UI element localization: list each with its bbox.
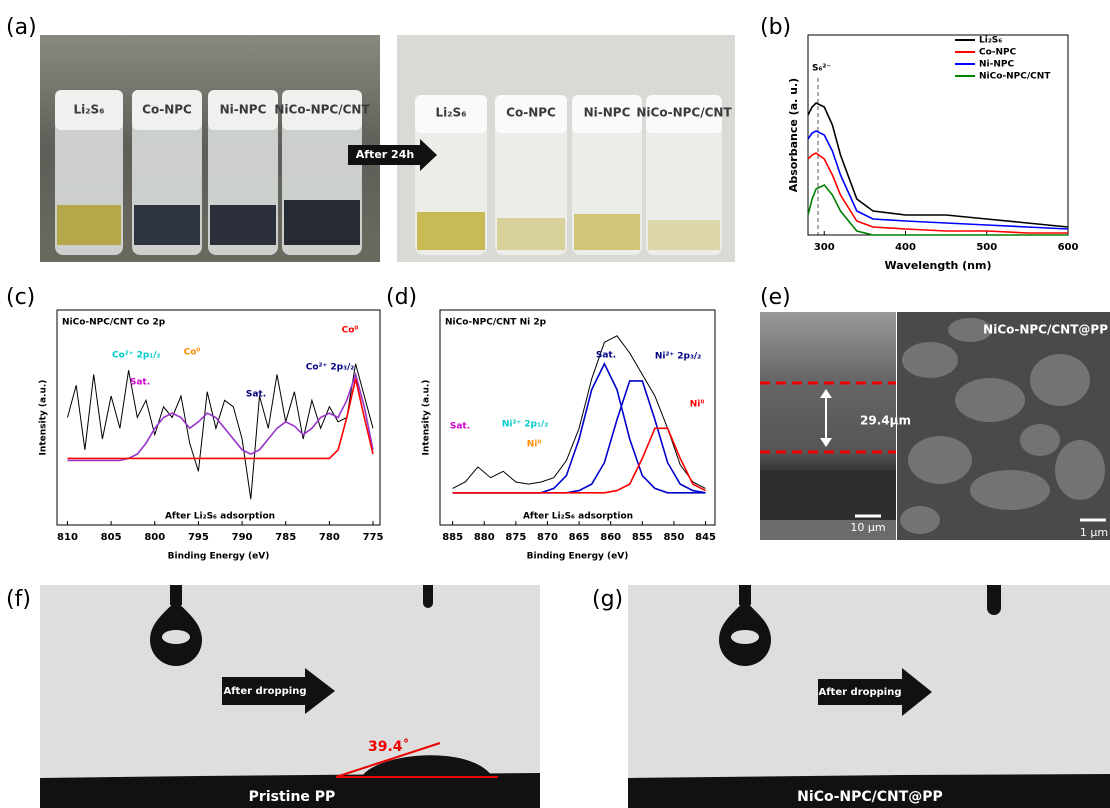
contact-angle-image bbox=[628, 585, 1110, 808]
annotation: After Li₂S₆ adsorption bbox=[165, 512, 275, 522]
panel-label: (g) bbox=[592, 587, 623, 612]
vial-label: Ni-NPC bbox=[584, 106, 631, 120]
series-line bbox=[452, 335, 706, 489]
y-axis-label: Intensity (a.u.) bbox=[422, 380, 432, 456]
plot-frame bbox=[439, 309, 716, 526]
y-axis-label: Absorbance (a. u.) bbox=[787, 78, 800, 192]
annotation: Sat. bbox=[596, 351, 616, 361]
arrow bbox=[348, 139, 437, 171]
scale-label: 1 μm bbox=[1080, 526, 1108, 539]
x-tick-label: 500 bbox=[976, 242, 997, 253]
x-tick-label: 880 bbox=[474, 532, 495, 543]
series-line bbox=[807, 130, 1069, 230]
chart-title: NiCo-NPC/CNT Co 2p bbox=[62, 318, 166, 328]
series-line bbox=[452, 427, 706, 494]
plot-frame bbox=[56, 309, 381, 526]
legend-label: NiCo-NPC/CNT bbox=[979, 72, 1051, 82]
vial-label: Co-NPC bbox=[506, 106, 556, 120]
series-line bbox=[807, 152, 1068, 234]
x-tick-label: 805 bbox=[101, 532, 122, 543]
x-axis-label: Wavelength (nm) bbox=[885, 259, 992, 272]
x-tick-label: 800 bbox=[144, 532, 165, 543]
angle-label: 39.4˚ bbox=[368, 738, 410, 755]
annotation: Ni⁰ bbox=[527, 440, 542, 450]
x-tick-label: 810 bbox=[57, 532, 78, 543]
x-axis-label: Binding Energy (eV) bbox=[168, 552, 270, 562]
x-tick-label: 785 bbox=[275, 532, 296, 543]
x-tick-label: 865 bbox=[569, 532, 590, 543]
image-title: NiCo-NPC/CNT@PP bbox=[983, 323, 1108, 337]
annotation: After Li₂S₆ adsorption bbox=[523, 512, 633, 522]
x-tick-label: 600 bbox=[1058, 242, 1079, 253]
series-line bbox=[67, 371, 374, 462]
legend-label: Co-NPC bbox=[979, 48, 1017, 58]
photo-before bbox=[40, 35, 380, 262]
sem-cross-section bbox=[760, 312, 896, 540]
vial-label: Li₂S₆ bbox=[74, 103, 105, 117]
legend-label: Ni-NPC bbox=[979, 60, 1014, 70]
annotation: Sat. bbox=[130, 378, 150, 388]
annotation: Sat. bbox=[246, 390, 266, 400]
panel-label: (b) bbox=[760, 15, 791, 40]
x-tick-label: 870 bbox=[537, 532, 558, 543]
vial-label: NiCo-NPC/CNT bbox=[274, 103, 370, 117]
annotation: Co⁰ bbox=[184, 348, 201, 358]
x-tick-label: 845 bbox=[695, 532, 716, 543]
photo-after bbox=[397, 35, 735, 262]
panel-label: (f) bbox=[6, 587, 31, 612]
annotation: Ni²⁺ 2p₃/₂ bbox=[655, 352, 701, 362]
x-tick-label: 855 bbox=[632, 532, 653, 543]
caption: Pristine PP bbox=[249, 789, 336, 805]
arrow-label: After dropping bbox=[818, 687, 901, 698]
arrow-label: After 24h bbox=[356, 148, 414, 161]
x-axis-label: Binding Energy (eV) bbox=[527, 552, 629, 562]
x-tick-label: 860 bbox=[600, 532, 621, 543]
series-line bbox=[807, 184, 1068, 236]
x-tick-label: 790 bbox=[232, 532, 253, 543]
x-tick-label: 780 bbox=[319, 532, 340, 543]
thickness-label: 29.4μm bbox=[860, 414, 911, 428]
panel-label: (a) bbox=[6, 15, 37, 40]
chart-title: NiCo-NPC/CNT Ni 2p bbox=[445, 318, 547, 328]
x-tick-label: 885 bbox=[442, 532, 463, 543]
scale-label: 10 μm bbox=[850, 521, 885, 534]
contact-angle-image bbox=[40, 585, 540, 808]
annotation: Co²⁺ 2p₁/₂ bbox=[112, 351, 161, 361]
vial-label: Ni-NPC bbox=[220, 103, 267, 117]
panel-label: (c) bbox=[6, 285, 35, 310]
sem-surface bbox=[897, 312, 1110, 540]
vial-label: Co-NPC bbox=[142, 103, 192, 117]
x-tick-label: 775 bbox=[363, 532, 384, 543]
x-tick-label: 875 bbox=[505, 532, 526, 543]
vial-label: NiCo-NPC/CNT bbox=[636, 106, 732, 120]
annotation: S₆²⁻ bbox=[812, 64, 831, 74]
y-axis-label: Intensity (a.u.) bbox=[39, 380, 49, 456]
panel-label: (d) bbox=[386, 285, 417, 310]
annotation: Ni⁰ bbox=[690, 400, 705, 410]
series-line bbox=[67, 363, 374, 500]
annotation: Sat. bbox=[450, 422, 470, 432]
caption: NiCo-NPC/CNT@PP bbox=[797, 789, 943, 805]
annotation: Co⁰ bbox=[342, 326, 359, 336]
panel-label: (e) bbox=[760, 285, 791, 310]
annotation: Ni²⁺ 2p₁/₂ bbox=[502, 420, 548, 430]
series-line bbox=[807, 102, 1069, 228]
x-tick-label: 795 bbox=[188, 532, 209, 543]
arrow-label: After dropping bbox=[223, 686, 306, 697]
series-line bbox=[67, 378, 374, 460]
x-tick-label: 850 bbox=[663, 532, 684, 543]
vial-label: Li₂S₆ bbox=[436, 106, 467, 120]
x-tick-label: 300 bbox=[814, 242, 835, 253]
legend-label: Li₂S₆ bbox=[979, 36, 1002, 46]
annotation: Co²⁺ 2p₃/₂ bbox=[306, 363, 355, 373]
x-tick-label: 400 bbox=[895, 242, 916, 253]
